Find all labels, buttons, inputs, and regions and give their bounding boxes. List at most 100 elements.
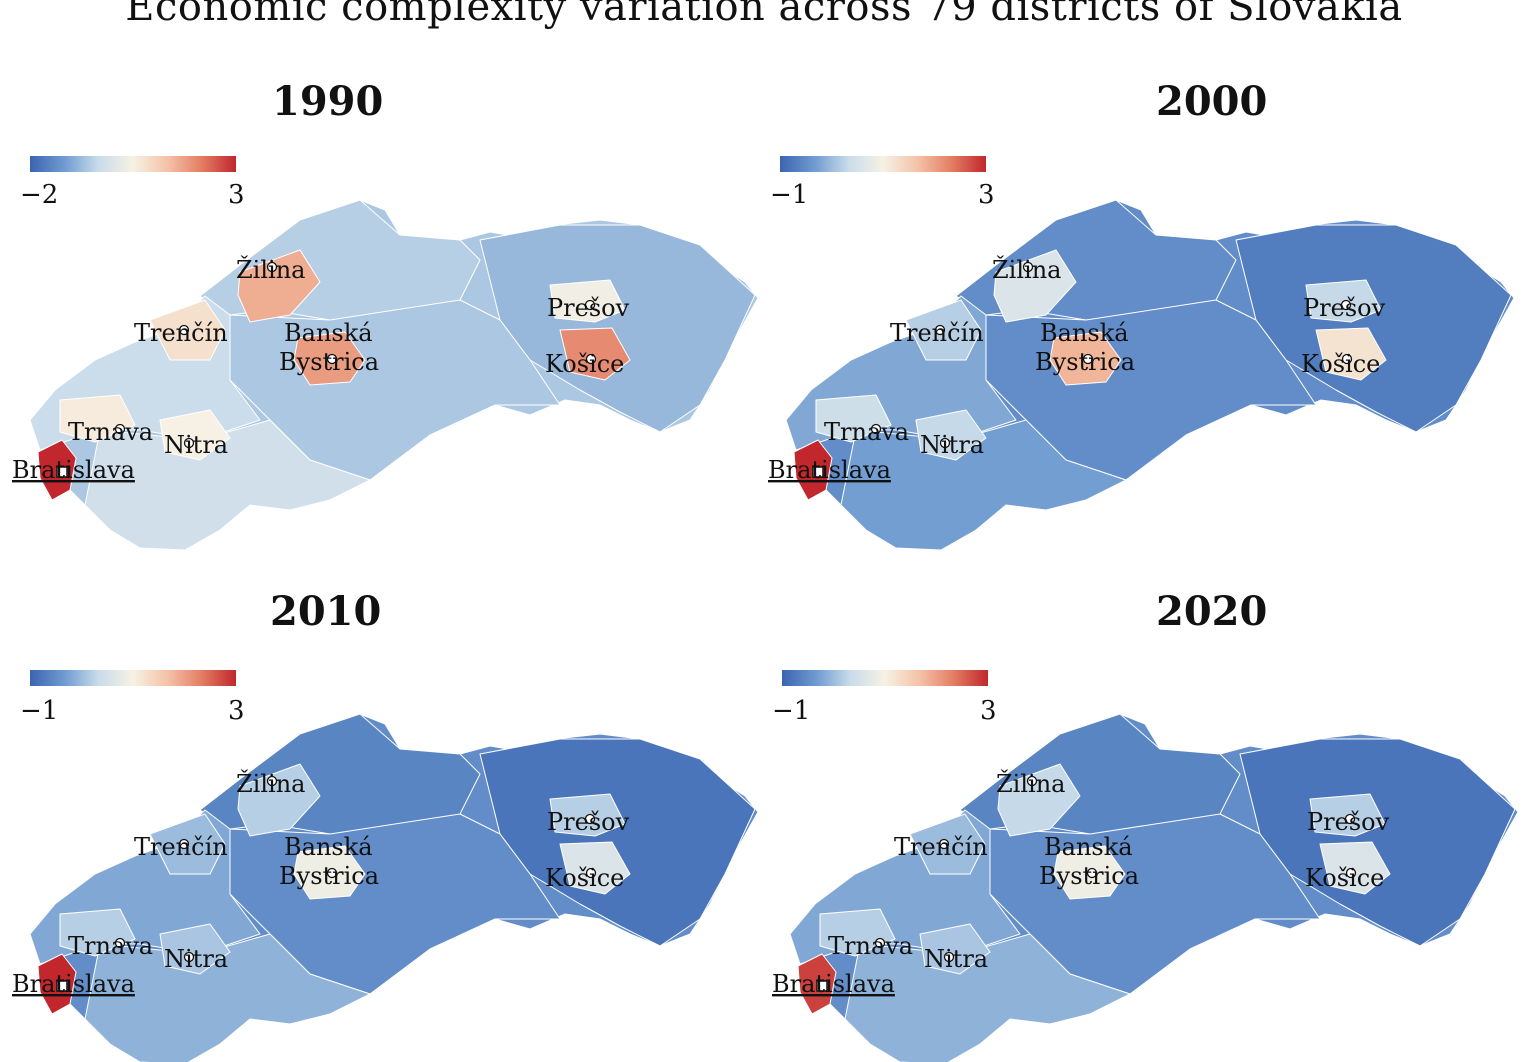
city-marker	[1345, 867, 1357, 879]
city-label: Žilina	[992, 255, 1061, 284]
colorbar-max-label: 3	[980, 696, 997, 726]
city-label: Trenčín	[134, 319, 228, 347]
colorbar	[782, 670, 988, 686]
map-panel-2000: 2000 −1 3 Žilina Trenčín Banská Bystrica Pre…	[764, 60, 1528, 551]
city-marker	[585, 353, 597, 365]
city-marker	[1022, 261, 1034, 273]
city-label: Trnava	[828, 932, 913, 960]
district-zilina[interactable]	[997, 763, 1081, 837]
city-label: Prešov	[1303, 294, 1386, 322]
colorbar-min-label: −1	[770, 180, 809, 210]
panel-year: 2010	[270, 588, 382, 635]
colorbar-max-label: 3	[978, 180, 995, 210]
district-zilina[interactable]	[993, 249, 1077, 323]
district-zilina[interactable]	[237, 249, 321, 323]
city-label: Banská	[1040, 319, 1129, 347]
city-label: Nitra	[164, 945, 228, 973]
colorbar-min-label: −1	[20, 696, 59, 726]
colorbar	[30, 670, 236, 686]
district-nitra[interactable]	[919, 923, 991, 975]
district-nitra[interactable]	[159, 923, 231, 975]
city-label: Košice	[1301, 350, 1380, 378]
city-label: Prešov	[547, 294, 630, 322]
capital-marker	[56, 466, 68, 478]
city-marker	[114, 937, 126, 949]
city-label: Košice	[545, 350, 624, 378]
city-marker	[585, 867, 597, 879]
city-marker	[874, 937, 886, 949]
colorbar-max-label: 3	[228, 180, 245, 210]
city-label: Žilina	[996, 769, 1065, 798]
district-south[interactable]	[84, 419, 371, 551]
colorbar-max-label: 3	[228, 696, 245, 726]
city-marker	[183, 437, 195, 449]
city-marker	[1344, 813, 1356, 825]
panel-year: 2020	[1156, 588, 1268, 635]
city-label: Banská	[284, 319, 373, 347]
city-label: Nitra	[924, 945, 988, 973]
colorbar-min-label: −1	[772, 696, 811, 726]
district-kosice[interactable]	[559, 841, 631, 895]
district-south[interactable]	[84, 933, 371, 1062]
city-label: Trnava	[68, 418, 153, 446]
district-kosice[interactable]	[1315, 327, 1387, 381]
figure-title: Economic complexity variation across 79 …	[125, 0, 1403, 30]
city-marker	[183, 951, 195, 963]
city-marker	[943, 951, 955, 963]
city-marker	[1026, 775, 1038, 787]
city-marker	[939, 437, 951, 449]
city-label: Bystrica	[279, 862, 379, 890]
district-kosice[interactable]	[559, 327, 631, 381]
city-label: Bystrica	[1035, 348, 1135, 376]
city-marker	[1341, 353, 1353, 365]
city-label: Košice	[545, 864, 624, 892]
city-marker	[326, 867, 338, 879]
city-marker	[938, 838, 950, 850]
city-marker	[266, 775, 278, 787]
district-south[interactable]	[844, 933, 1131, 1062]
district-nitra[interactable]	[915, 409, 987, 461]
city-marker	[1082, 353, 1094, 365]
colorbar	[780, 156, 986, 172]
city-label: Bystrica	[1039, 862, 1139, 890]
city-marker	[584, 299, 596, 311]
panel-year: 1990	[272, 78, 384, 125]
district-kosice[interactable]	[1319, 841, 1391, 895]
city-label: Bratislava	[12, 970, 135, 998]
city-label: Trnava	[68, 932, 153, 960]
colorbar-min-label: −2	[20, 180, 59, 210]
district-nitra[interactable]	[159, 409, 231, 461]
city-label: Žilina	[236, 255, 305, 284]
capital-marker	[812, 466, 824, 478]
city-label: Nitra	[164, 431, 228, 459]
city-label: Prešov	[547, 808, 630, 836]
city-marker	[114, 423, 126, 435]
city-marker	[584, 813, 596, 825]
city-marker	[870, 423, 882, 435]
panel-year: 2000	[1156, 78, 1268, 125]
city-label: Trenčín	[134, 833, 228, 861]
city-marker	[1340, 299, 1352, 311]
district-zilina[interactable]	[237, 763, 321, 837]
city-label: Bratislava	[12, 456, 135, 484]
city-label: Bratislava	[768, 456, 891, 484]
city-marker	[326, 353, 338, 365]
city-label: Trnava	[824, 418, 909, 446]
district-south[interactable]	[840, 419, 1127, 551]
city-marker	[178, 324, 190, 336]
city-label: Bystrica	[279, 348, 379, 376]
map-panel-2010: 2010 −1 3 Žilina Trenčín Banská Bystrica Pre…	[0, 574, 764, 1062]
city-label: Banská	[284, 833, 373, 861]
city-label: Banská	[1044, 833, 1133, 861]
city-marker	[1086, 867, 1098, 879]
map-panel-1990: 1990 −2 3 Žilina Trenčín Banská Bystrica Pre…	[0, 60, 764, 551]
capital-marker	[56, 980, 68, 992]
capital-marker	[816, 980, 828, 992]
city-label: Bratislava	[772, 970, 895, 998]
